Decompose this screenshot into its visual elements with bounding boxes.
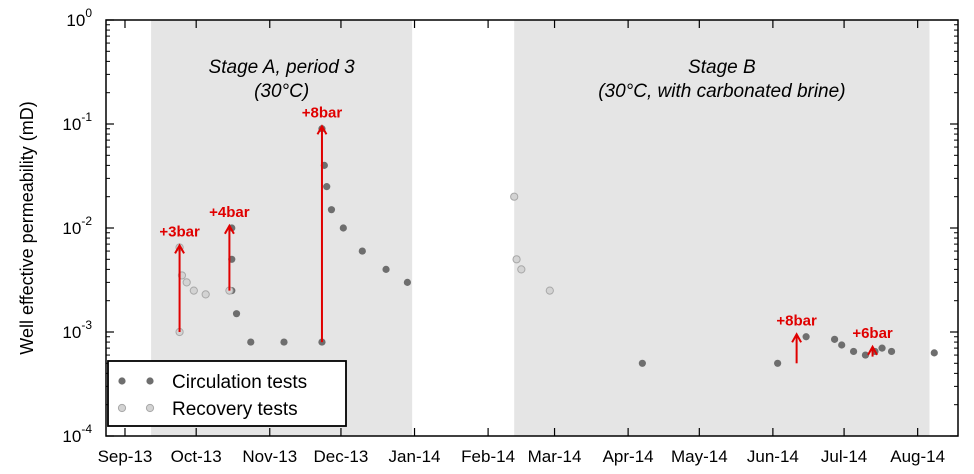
stage-label-1-line1: Stage B: [688, 57, 756, 78]
legend-marker-1-0: [117, 403, 127, 413]
legend-box: [107, 360, 347, 427]
x-tick-label-6: Mar-14: [528, 447, 582, 466]
annotation-label-3: +8bar: [776, 312, 817, 329]
x-tick-label-9: Jun-14: [747, 447, 799, 466]
annotation-label-0: +3bar: [159, 223, 200, 240]
point-circulation-21: [861, 351, 870, 359]
stage-label-0-line2: (30°C): [254, 81, 309, 102]
legend-marker-0-1: [146, 377, 154, 385]
annotation-arrowhead-0: [174, 243, 185, 254]
legend: Circulation tests Recovery tests: [107, 360, 347, 427]
point-circulation-13: [382, 265, 390, 273]
point-circulation-17: [802, 333, 810, 341]
legend-label-1: Recovery tests: [172, 399, 298, 420]
x-tick-label-7: Apr-14: [603, 447, 654, 466]
x-tick-label-4: Jan-14: [389, 447, 441, 466]
x-axis-ticks: Sep-13 Oct-13 Nov-13 Dec-13 Jan-14 Feb-14 Mar-…: [98, 20, 945, 466]
point-recovery-8: [512, 255, 521, 264]
annotation-arrowhead-2: [316, 124, 328, 135]
point-recovery-7: [510, 192, 519, 201]
point-circulation-5: [280, 338, 288, 346]
annotation-arrowhead-1: [224, 223, 235, 235]
point-circulation-11: [339, 224, 347, 232]
point-circulation-25: [930, 349, 938, 357]
point-circulation-24: [887, 347, 896, 356]
point-recovery-5: [201, 290, 210, 299]
stage-shading: [151, 20, 930, 436]
point-recovery-9: [517, 265, 526, 274]
x-tick-label-11: Aug-14: [890, 447, 945, 466]
y-tick-label-2: 10-2: [62, 214, 92, 238]
y-tick-label-4: 100: [66, 6, 92, 30]
legend-marker-1-1: [145, 403, 155, 413]
y-tick-label-1: 10-3: [62, 318, 92, 342]
pressure-annotations: +3bar +4bar +8bar +8bar +6bar: [159, 104, 893, 364]
point-circulation-15: [638, 359, 646, 367]
point-circulation-19: [838, 341, 846, 349]
annotation-label-2: +8bar: [302, 104, 343, 121]
stage-label-1-line2: (30°C, with carbonated brine): [598, 81, 845, 102]
stage-label-0-line1: Stage A, period 3: [209, 57, 356, 78]
annotation-label-1: +4bar: [209, 204, 250, 221]
point-circulation-14: [403, 278, 412, 286]
annotation-arrowhead-4: [867, 344, 878, 356]
point-circulation-10: [327, 206, 336, 214]
point-circulation-18: [830, 335, 839, 343]
y-tick-label-0: 10-4: [62, 422, 92, 446]
point-circulation-12: [358, 247, 366, 255]
x-tick-label-3: Dec-13: [314, 447, 369, 466]
point-circulation-16: [774, 359, 782, 367]
x-tick-label-5: Feb-14: [461, 447, 515, 466]
y-tick-label-3: 10-1: [62, 110, 92, 134]
annotation-arrowhead-3: [791, 332, 802, 343]
point-recovery-4: [189, 286, 198, 295]
x-tick-label-10: Jul-14: [821, 447, 867, 466]
point-recovery-3: [182, 278, 191, 287]
legend-label-0: Circulation tests: [172, 372, 307, 393]
y-axis-title: Well effective permeability (mD): [17, 101, 37, 354]
point-circulation-3: [232, 310, 241, 318]
y-axis-ticks: 10-4 10-3 10-2 10-1 100: [62, 6, 958, 446]
point-circulation-9: [323, 183, 331, 191]
point-circulation-20: [849, 347, 858, 356]
legend-marker-0-0: [118, 377, 126, 385]
point-circulation-23: [878, 344, 886, 352]
x-tick-label-2: Nov-13: [242, 447, 297, 466]
annotation-label-4: +6bar: [852, 325, 893, 342]
x-tick-label-1: Oct-13: [171, 447, 222, 466]
point-circulation-4: [247, 338, 255, 346]
point-recovery-10: [545, 286, 554, 295]
x-tick-label-0: Sep-13: [98, 447, 153, 466]
stage-region-1: [514, 20, 930, 436]
x-tick-label-8: May-14: [671, 447, 728, 466]
stage-labels: Stage A, period 3 (30°C) Stage B (30°C, wit…: [209, 57, 846, 102]
